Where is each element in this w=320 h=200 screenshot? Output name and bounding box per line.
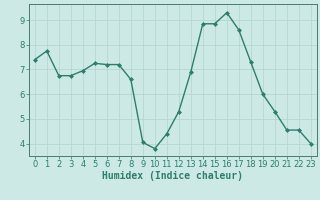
X-axis label: Humidex (Indice chaleur): Humidex (Indice chaleur) <box>102 171 243 181</box>
